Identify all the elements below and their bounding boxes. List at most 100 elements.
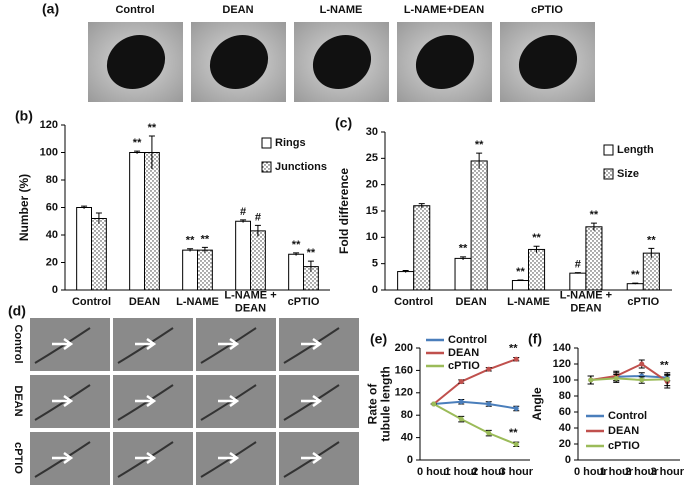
y-tick-label: 25 (366, 152, 378, 164)
error-bar (134, 150, 141, 154)
y-tick-label: 160 (395, 364, 413, 376)
x-tick-label: Control (72, 296, 111, 308)
bar (250, 230, 266, 291)
x-tick-label: 0 hour (574, 466, 608, 478)
row-label: Control (12, 324, 24, 363)
row-label: cPTIO (12, 442, 24, 474)
tubule (117, 384, 174, 421)
arrow (301, 451, 323, 465)
y-axis-label: Number (%) (17, 174, 31, 241)
bar (91, 218, 107, 291)
significance: ** (475, 139, 484, 151)
error-bar (81, 205, 88, 209)
significance: ** (660, 359, 669, 371)
legend-label: Rings (275, 137, 306, 149)
y-tick-label: 200 (395, 342, 413, 354)
arrow (52, 451, 74, 465)
arrow (52, 337, 74, 351)
bar (626, 283, 644, 291)
image-title: L-NAME (320, 4, 363, 16)
bar (182, 249, 199, 291)
arrow (218, 337, 240, 351)
y-tick-label: 60 (46, 201, 58, 213)
bar (235, 220, 252, 291)
y-tick-label: 10 (366, 231, 378, 243)
y-tick-label: 100 (553, 374, 571, 386)
marker (639, 361, 645, 367)
marker (664, 376, 670, 382)
error-bar (476, 152, 483, 169)
marker (639, 377, 645, 383)
bar (642, 252, 660, 291)
significance: # (255, 211, 261, 223)
error-bar (418, 203, 425, 208)
significance: ** (201, 233, 210, 245)
line (433, 400, 517, 410)
significance: ** (631, 269, 640, 281)
arrow (135, 337, 157, 351)
image-grid: Control DEAN cPTIO (12, 318, 359, 485)
error-bar (460, 256, 467, 260)
y-tick-label: 60 (559, 406, 571, 418)
significance: # (240, 206, 246, 218)
significance: ** (148, 122, 157, 134)
marker (513, 441, 519, 447)
significance: ** (307, 247, 316, 259)
x-tick-label: 0 hour (417, 466, 451, 478)
y-tick-label: 80 (559, 390, 571, 402)
error-bar (254, 224, 261, 237)
error-bar (148, 135, 155, 169)
significance: ** (509, 342, 518, 354)
spheroid (518, 34, 578, 90)
marker (513, 356, 519, 362)
y-tick-label: 120 (40, 119, 58, 131)
bar (129, 152, 146, 291)
error-bar (187, 248, 194, 252)
marker (486, 366, 492, 372)
y-tick-label: 0 (372, 284, 378, 296)
arrow (301, 394, 323, 408)
x-tick-label: L-NAME + DEAN (560, 289, 612, 314)
tubule (283, 327, 340, 364)
error-bar (632, 282, 639, 285)
marker (431, 401, 437, 407)
y-tick-label: 40 (401, 432, 413, 444)
y-axis-label: Fold difference (337, 168, 351, 254)
tubule (283, 384, 340, 421)
arrow (218, 394, 240, 408)
significance: # (575, 259, 581, 271)
spheroid (312, 34, 372, 90)
panel-label: (e) (370, 331, 387, 347)
significance: ** (133, 137, 142, 149)
x-tick-label: 2 hour (472, 466, 506, 478)
significance: ** (532, 232, 541, 244)
bar (585, 226, 603, 291)
y-tick-label: 120 (395, 387, 413, 399)
marker (458, 379, 464, 385)
error-bar (590, 222, 597, 231)
legend-swatch (261, 137, 272, 149)
error-bar (201, 246, 208, 253)
tubule (117, 441, 174, 478)
panel-label: (d) (8, 303, 26, 319)
y-tick-label: 0 (52, 284, 58, 296)
y-tick-label: 80 (401, 409, 413, 421)
x-tick-label: L-NAME (507, 296, 550, 308)
significance: ** (509, 427, 518, 439)
y-tick-label: 80 (46, 174, 58, 186)
error-bar (240, 219, 247, 223)
bar (397, 271, 415, 291)
row-label: DEAN (12, 385, 24, 416)
arrow (52, 394, 74, 408)
bar (569, 272, 587, 291)
image-title: L-NAME+DEAN (404, 4, 484, 16)
x-tick-label: 1 hour (599, 466, 633, 478)
legend-label: DEAN (448, 347, 479, 359)
line (433, 358, 517, 405)
x-tick-label: cPTIO (288, 296, 320, 308)
tubule (283, 441, 340, 478)
tubule (200, 327, 257, 364)
y-tick-label: 0 (565, 454, 571, 466)
y-tick-label: 40 (46, 229, 58, 241)
